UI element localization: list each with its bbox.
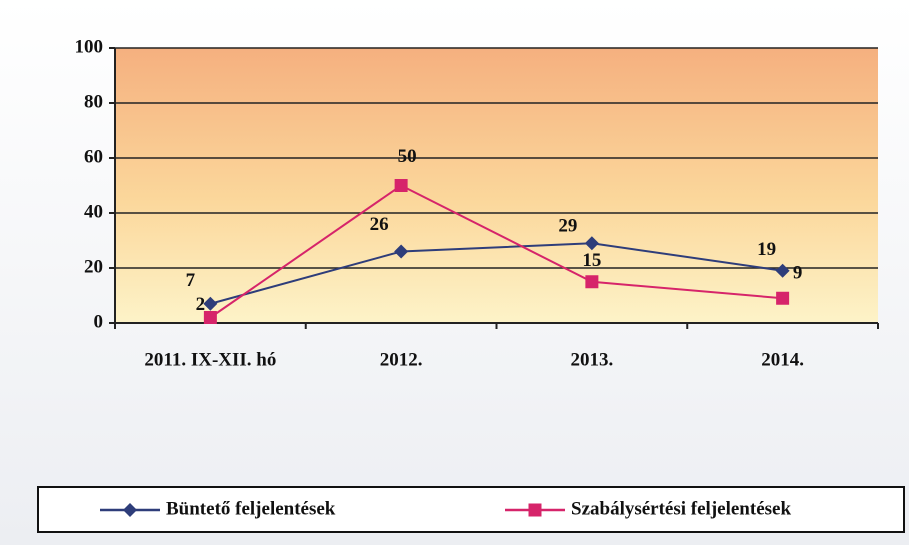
- series-line: [209, 184, 783, 319]
- data-label: 2: [196, 294, 206, 315]
- data-label: 15: [582, 250, 601, 271]
- y-tick-label: 60: [84, 146, 103, 167]
- legend-label: Szabálysértési feljelentések: [571, 498, 791, 519]
- data-label: 50: [398, 146, 417, 167]
- data-label: 26: [370, 214, 389, 235]
- marker: [394, 244, 409, 259]
- data-label: 7: [186, 270, 196, 291]
- marker: [775, 263, 790, 278]
- x-tick-label: 2014.: [761, 349, 804, 370]
- marker: [203, 296, 218, 311]
- x-tick-label: 2012.: [380, 349, 423, 370]
- marker: [584, 236, 599, 251]
- marker: [394, 179, 408, 192]
- y-tick-label: 0: [94, 311, 104, 332]
- series-line: [210, 242, 783, 305]
- plot-area: [115, 48, 878, 323]
- data-label: 29: [558, 216, 577, 237]
- marker: [123, 503, 137, 517]
- legend: [37, 486, 905, 533]
- data-label: 9: [793, 263, 803, 284]
- y-tick-label: 40: [84, 201, 103, 222]
- marker: [585, 275, 599, 289]
- x-tick-label: 2011. IX-XII. hó: [144, 349, 276, 370]
- y-tick-label: 20: [84, 256, 103, 277]
- y-tick-label: 80: [84, 91, 103, 112]
- x-tick-label: 2013.: [571, 349, 614, 370]
- marker: [203, 311, 217, 324]
- marker: [528, 503, 542, 517]
- data-label: 19: [757, 239, 776, 260]
- y-tick-label: 100: [75, 36, 104, 57]
- marker: [776, 291, 790, 305]
- legend-label: Büntető feljelentések: [166, 498, 336, 519]
